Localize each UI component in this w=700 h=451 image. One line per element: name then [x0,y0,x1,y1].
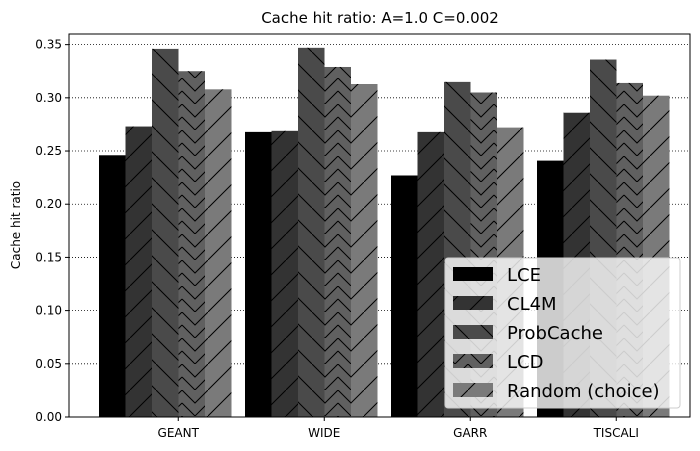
legend-swatch-hatch [453,354,493,368]
y-tick-label: 0.25 [35,144,62,158]
legend-swatch-hatch [453,383,493,397]
y-tick-label: 0.35 [35,38,62,52]
y-tick-label: 0.15 [35,250,62,264]
chart-title: Cache hit ratio: A=1.0 C=0.002 [261,9,499,27]
x-tick-label: GARR [453,426,487,440]
legend-label: ProbCache [507,323,603,344]
bar [99,155,126,418]
bar-hatch [152,48,179,418]
legend-label: LCD [507,352,543,373]
bar-hatch [271,130,298,417]
legend: LCE CL4M ProbCache LCD Random (choice) [444,257,681,409]
axes: 0.00 0.05 0.10 0.15 0.20 0.25 0.30 0.35 GEANT WID… [35,33,691,440]
x-tick-label: GEANT [158,426,200,440]
y-tick-label: 0.10 [35,304,62,318]
legend-swatch-hatch [453,325,493,339]
legend-box [444,257,681,409]
legend-label: LCE [507,265,541,286]
bar-hatch [324,66,351,417]
bar-hatch [417,131,444,417]
bar [245,131,272,417]
legend-swatch [453,267,493,281]
bar-hatch [351,84,378,417]
y-axis-label: Cache hit ratio [9,181,23,269]
x-tick-label: TISCALI [593,426,639,440]
legend-label: CL4M [507,294,557,315]
x-tick-label: WIDE [308,426,340,440]
y-tick-label: 0.30 [35,91,62,105]
y-tick-label: 0.05 [35,357,62,371]
bar-hatch [298,47,325,417]
y-tick-label: 0.00 [35,410,62,424]
bar [391,175,418,417]
legend-label: Random (choice) [507,381,660,402]
bar-hatch [125,126,152,417]
legend-swatch-hatch [453,296,493,310]
y-tick-label: 0.20 [35,197,62,211]
bar-hatch [205,89,232,418]
bar-hatch [178,71,205,417]
plot-frame [68,33,691,418]
